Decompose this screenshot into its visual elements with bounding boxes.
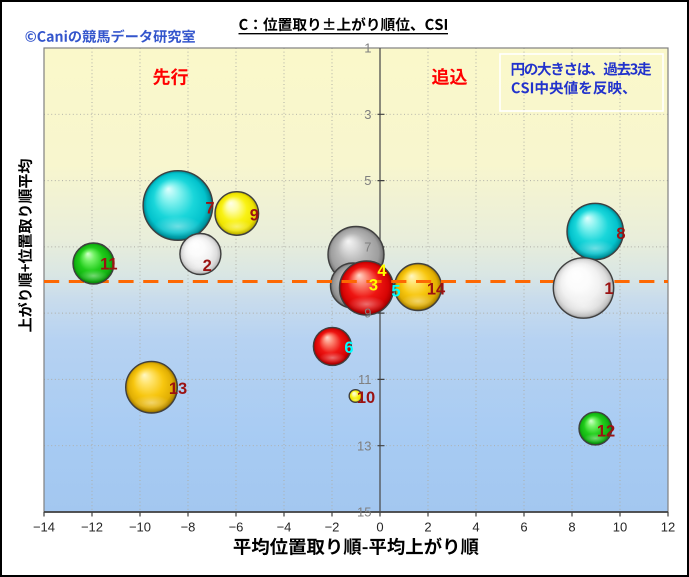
svg-text:5: 5	[364, 173, 371, 188]
svg-text:8: 8	[568, 520, 575, 535]
svg-text:4: 4	[472, 520, 479, 535]
svg-text:12: 12	[661, 520, 675, 535]
svg-text:−10: −10	[129, 520, 151, 535]
svg-text:−14: −14	[33, 520, 55, 535]
svg-text:7: 7	[364, 240, 371, 255]
svg-text:6: 6	[520, 520, 527, 535]
svg-text:9: 9	[364, 306, 371, 321]
svg-text:−12: −12	[81, 520, 103, 535]
svg-text:3: 3	[364, 107, 371, 122]
svg-text:10: 10	[357, 389, 375, 407]
svg-text:5: 5	[391, 282, 400, 300]
svg-text:9: 9	[250, 206, 259, 224]
svg-text:2: 2	[424, 520, 431, 535]
svg-text:0: 0	[376, 520, 383, 535]
svg-text:4: 4	[377, 262, 387, 280]
svg-text:13: 13	[169, 380, 187, 398]
svg-text:1: 1	[364, 41, 371, 56]
svg-text:−8: −8	[181, 520, 196, 535]
svg-text:−4: −4	[277, 520, 292, 535]
svg-text:15: 15	[357, 505, 371, 520]
svg-text:1: 1	[604, 280, 613, 298]
svg-text:10: 10	[613, 520, 627, 535]
svg-text:14: 14	[427, 280, 446, 298]
svg-text:11: 11	[100, 255, 117, 273]
svg-text:11: 11	[358, 372, 372, 387]
svg-text:6: 6	[344, 339, 353, 357]
svg-text:−2: −2	[325, 520, 340, 535]
svg-text:2: 2	[203, 257, 212, 275]
svg-text:3: 3	[369, 276, 378, 294]
svg-text:13: 13	[357, 438, 371, 453]
svg-text:8: 8	[616, 225, 625, 243]
svg-text:7: 7	[205, 199, 214, 217]
svg-text:−6: −6	[229, 520, 244, 535]
svg-text:12: 12	[597, 423, 615, 441]
